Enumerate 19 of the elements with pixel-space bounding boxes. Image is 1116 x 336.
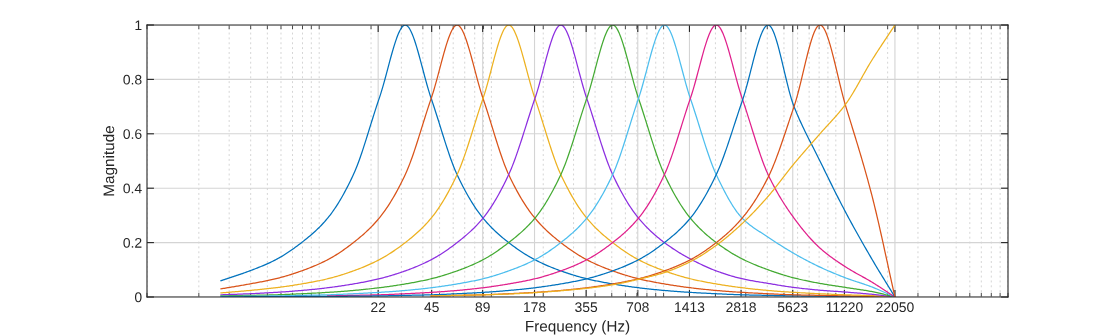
x-axis-title: Frequency (Hz) (526, 320, 630, 335)
x-tick-label: 5623 (777, 302, 808, 313)
x-tick-label: 22050 (876, 302, 914, 313)
x-tick-label: 45 (424, 302, 439, 313)
y-tick-label: 0 (134, 292, 142, 303)
x-tick-label: 2818 (726, 302, 756, 313)
y-tick-label: 0.4 (123, 183, 142, 194)
x-tick-label: 355 (575, 302, 598, 313)
x-tick-label: 178 (524, 302, 546, 313)
x-tick-label: 708 (626, 302, 649, 313)
y-axis-title: Magnitude (103, 126, 118, 196)
x-tick-label: 1413 (675, 302, 705, 313)
y-tick-label: 0.2 (123, 237, 142, 248)
y-tick-label: 1 (135, 20, 142, 31)
x-tick-label: 22 (371, 302, 386, 312)
x-tick-label: 11220 (826, 302, 863, 313)
y-tick-label: 0.6 (123, 129, 142, 139)
y-tick-label: 0.8 (123, 74, 142, 85)
x-tick-label: 89 (475, 302, 490, 313)
